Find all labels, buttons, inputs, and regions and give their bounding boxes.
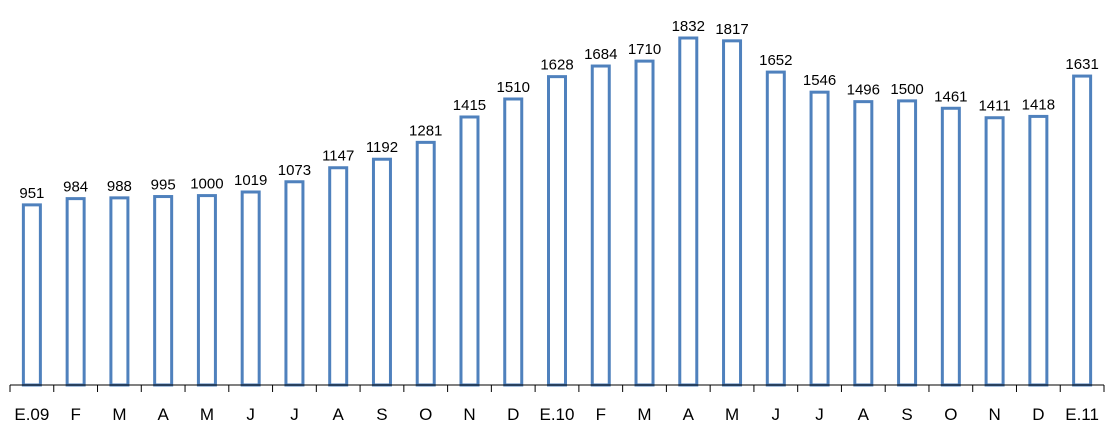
x-tick-label: A — [333, 405, 345, 424]
bar — [21, 203, 42, 387]
x-tick-label: D — [507, 405, 519, 424]
x-tick-label: D — [1032, 405, 1044, 424]
data-label: 988 — [107, 178, 132, 195]
data-label: 1817 — [715, 21, 748, 38]
x-tick-label: F — [70, 405, 80, 424]
data-label: 1411 — [978, 98, 1010, 115]
data-label: 1832 — [672, 18, 705, 35]
x-tick-label: J — [815, 405, 824, 424]
x-tick-label: M — [725, 405, 739, 424]
bar — [196, 194, 217, 387]
data-label: 1415 — [453, 97, 486, 114]
x-tick-label: N — [988, 405, 1000, 424]
data-label: 995 — [151, 177, 176, 194]
bar — [65, 197, 86, 387]
bar — [328, 166, 349, 387]
x-tick-label: J — [290, 405, 299, 424]
x-tick-label: F — [596, 405, 606, 424]
bar — [678, 36, 699, 387]
data-label: 1546 — [803, 72, 836, 89]
bar — [809, 90, 830, 387]
data-label: 1192 — [366, 139, 398, 156]
bars-layer — [21, 36, 1093, 387]
x-tick-label: E.11 — [1065, 405, 1099, 424]
data-label: 1147 — [322, 148, 354, 165]
data-label: 1496 — [847, 82, 880, 99]
x-tick-label: O — [944, 405, 957, 424]
x-tick-label: S — [901, 405, 912, 424]
bar — [415, 140, 436, 387]
bar — [765, 70, 786, 387]
bar — [634, 59, 655, 387]
data-label: 1652 — [759, 52, 792, 69]
bar — [109, 196, 130, 387]
bar — [1028, 114, 1049, 387]
x-tick-label: A — [858, 405, 870, 424]
data-label: 1628 — [540, 57, 573, 74]
x-tick-label: E.09 — [14, 405, 49, 424]
data-label: 1073 — [278, 162, 311, 179]
x-tick-label: A — [157, 405, 169, 424]
x-tick-label: M — [112, 405, 126, 424]
bar — [547, 75, 567, 387]
x-tick-label: E.10 — [540, 405, 575, 424]
data-label: 1684 — [584, 46, 617, 63]
x-tick-label: O — [419, 405, 432, 424]
bar — [590, 64, 611, 387]
data-label: 1019 — [234, 172, 267, 189]
data-label: 1281 — [409, 122, 442, 139]
data-label: 1510 — [497, 79, 530, 96]
data-label: 1461 — [934, 88, 967, 105]
x-tick-label: M — [200, 405, 214, 424]
x-tick-label: J — [772, 405, 781, 424]
bar — [459, 115, 480, 387]
x-axis — [9, 384, 1105, 392]
bar — [371, 157, 392, 387]
bar — [153, 195, 174, 387]
data-label: 951 — [19, 185, 44, 202]
bar — [240, 190, 261, 387]
data-label: 1631 — [1065, 56, 1098, 73]
data-label: 984 — [63, 179, 88, 196]
bar — [1072, 74, 1093, 387]
bar — [853, 100, 874, 387]
data-label: 1500 — [890, 81, 923, 98]
bar — [722, 39, 743, 387]
data-label: 1000 — [190, 176, 223, 193]
bar — [284, 180, 305, 387]
data-label: 1418 — [1022, 96, 1055, 113]
x-tick-label: A — [683, 405, 695, 424]
data-label: 1710 — [628, 41, 661, 58]
labels-layer: 951 E.09 984 F 988 M 995 A 1000 M 1019 J 1073 J 1147 A 1… — [14, 18, 1099, 424]
bar — [897, 99, 918, 387]
x-tick-label: S — [376, 405, 387, 424]
bar — [503, 97, 524, 387]
x-tick-label: M — [637, 405, 651, 424]
bar — [984, 116, 1005, 387]
x-tick-label: J — [246, 405, 255, 424]
x-tick-label: N — [463, 405, 475, 424]
bar — [940, 106, 961, 387]
